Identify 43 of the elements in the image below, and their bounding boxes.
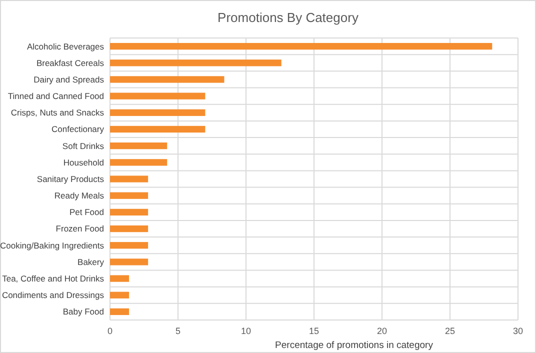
y-tick-label: Tea, Coffee and Hot Drinks	[2, 274, 104, 284]
y-tick-label: Tinned and Canned Food	[8, 91, 104, 102]
bar	[110, 92, 206, 100]
bar	[110, 142, 168, 150]
y-tick-label: Bakery	[78, 256, 105, 267]
bar	[110, 159, 168, 166]
y-tick-label: Dairy and Spreads	[34, 74, 104, 84]
x-tick-label: 30	[512, 326, 524, 336]
y-tick-label: Frozen Food	[56, 224, 104, 234]
y-tick-label: Alcoholic Beverages	[26, 41, 104, 52]
bar	[110, 242, 148, 249]
bar	[110, 176, 148, 182]
x-tick-label: 5	[175, 326, 181, 336]
bar	[110, 308, 130, 316]
y-tick-label: Crisps, Nuts and Snacks	[10, 108, 104, 118]
bar	[110, 76, 224, 83]
bar	[110, 126, 206, 133]
y-tick-label: Baby Food	[62, 306, 104, 317]
y-tick-label: Ready Meals	[54, 190, 104, 201]
x-tick-label: 20	[376, 326, 388, 336]
y-tick-label: Confectionary	[52, 124, 105, 134]
x-tick-label: 0	[107, 326, 113, 336]
bar	[110, 275, 130, 282]
bar	[110, 60, 282, 66]
bar	[110, 225, 148, 232]
y-tick-label: Soft Drinks	[62, 140, 104, 151]
x-tick-label: 15	[308, 326, 320, 336]
y-tick-label: Household	[63, 157, 104, 168]
bar	[110, 208, 148, 216]
bar	[110, 258, 148, 266]
x-tick-label: 10	[240, 326, 252, 336]
bar	[110, 292, 130, 298]
bar	[110, 109, 206, 116]
y-tick-label: Breakfast Cereals	[36, 58, 104, 68]
chart-title: Promotions By Category	[218, 10, 359, 25]
x-tick-label: 25	[444, 326, 456, 336]
x-axis-title: Percentage of promotions in category	[275, 340, 434, 351]
bar	[110, 192, 148, 199]
y-tick-label: Pet Food	[70, 207, 104, 218]
y-tick-label: Condiments and Dressings	[2, 290, 104, 300]
y-tick-label: Sanitary Products	[36, 174, 104, 184]
bar	[110, 42, 492, 50]
y-tick-label: Cooking/Baking Ingredients	[0, 240, 104, 250]
